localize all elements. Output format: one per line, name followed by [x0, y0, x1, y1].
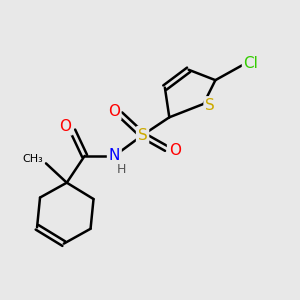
Text: S: S [138, 128, 147, 142]
Text: O: O [169, 143, 181, 158]
Text: S: S [205, 98, 215, 113]
Text: O: O [108, 104, 120, 119]
Text: Cl: Cl [244, 56, 259, 71]
Text: CH₃: CH₃ [22, 154, 43, 164]
Text: H: H [117, 163, 127, 176]
Text: O: O [59, 119, 71, 134]
Text: N: N [109, 148, 120, 164]
